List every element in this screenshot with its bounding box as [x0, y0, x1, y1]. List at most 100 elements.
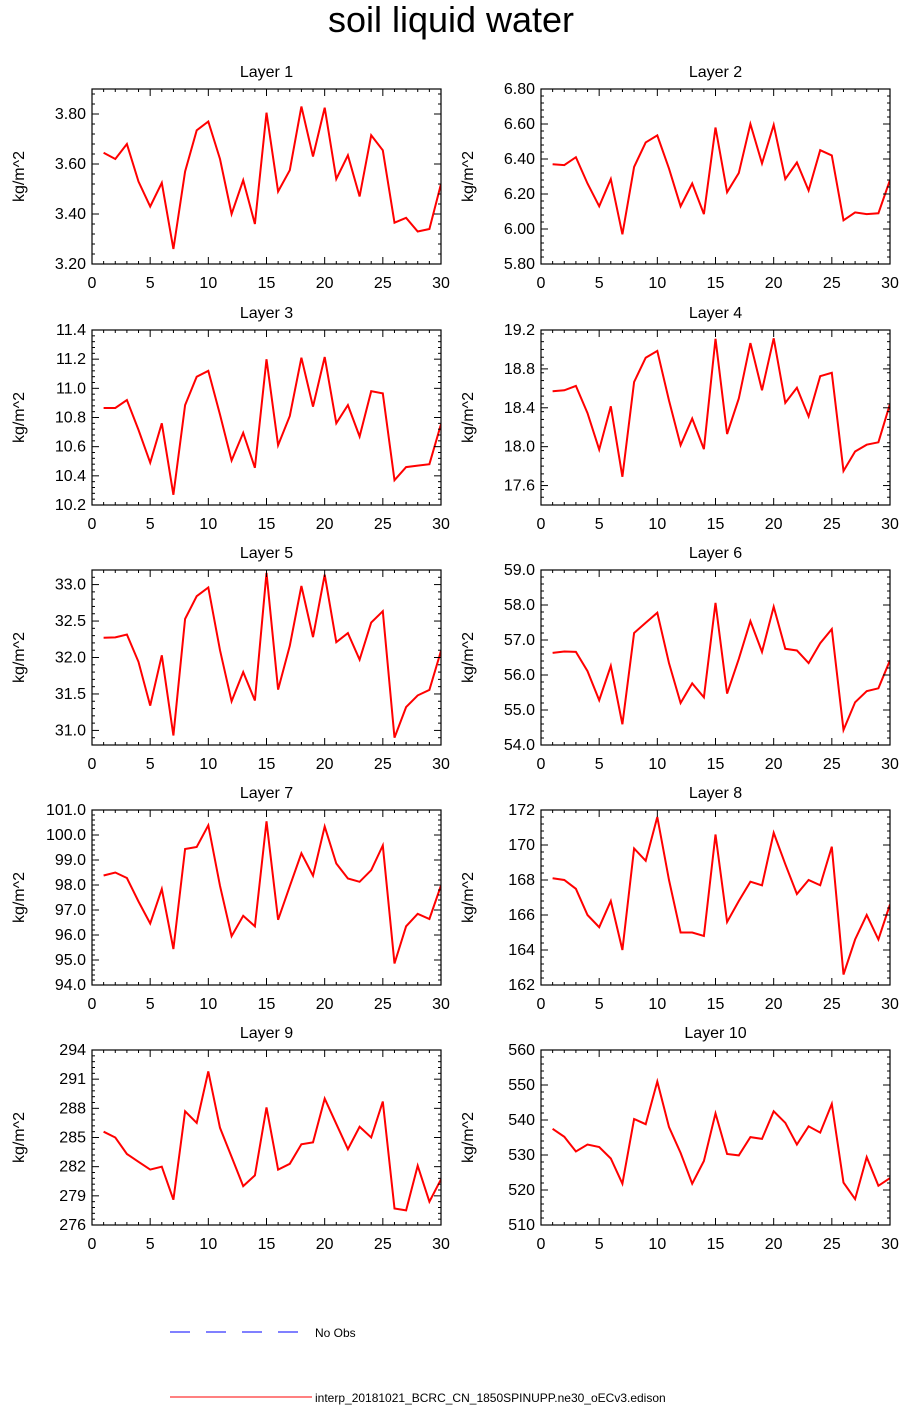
series-line: [552, 816, 890, 975]
x-tick-label: 5: [595, 275, 604, 292]
x-tick-label: 5: [146, 275, 155, 292]
y-tick-label: 11.4: [56, 322, 86, 339]
x-tick-label: 5: [146, 756, 155, 773]
x-tick-label: 5: [146, 516, 155, 533]
series-line: [552, 1077, 890, 1202]
x-tick-label: 30: [881, 516, 899, 533]
x-tick-label: 25: [374, 275, 392, 292]
y-tick-label: 54.0: [504, 737, 535, 754]
y-tick-label: 6.80: [504, 81, 535, 98]
y-axis-label: kg/m^2: [460, 151, 477, 202]
y-tick-label: 560: [508, 1042, 535, 1059]
y-tick-label: 510: [508, 1217, 535, 1234]
series-line: [103, 821, 441, 964]
y-tick-label: 276: [59, 1217, 86, 1234]
y-tick-label: 55.0: [504, 702, 535, 719]
y-axis-label: kg/m^2: [11, 1112, 28, 1163]
y-tick-label: 6.40: [504, 151, 535, 168]
y-axis-label: kg/m^2: [11, 872, 28, 923]
panel-title: Layer 9: [240, 1025, 293, 1042]
y-tick-label: 3.60: [55, 156, 86, 173]
x-tick-label: 25: [374, 1236, 392, 1253]
y-tick-label: 288: [59, 1100, 86, 1117]
x-tick-label: 15: [258, 275, 276, 292]
x-tick-label: 10: [199, 996, 217, 1013]
x-tick-label: 20: [765, 275, 783, 292]
x-tick-label: 0: [537, 275, 546, 292]
y-tick-label: 57.0: [504, 632, 535, 649]
series-line: [103, 356, 441, 495]
y-tick-label: 32.5: [55, 613, 86, 630]
x-tick-label: 25: [374, 996, 392, 1013]
x-tick-label: 15: [258, 516, 276, 533]
y-tick-label: 3.40: [55, 206, 86, 223]
y-tick-label: 31.0: [55, 722, 86, 739]
y-tick-label: 10.2: [55, 497, 86, 514]
x-tick-label: 10: [648, 996, 666, 1013]
y-tick-label: 294: [59, 1042, 86, 1059]
series-line: [552, 602, 890, 734]
x-tick-label: 20: [765, 1236, 783, 1253]
y-tick-label: 172: [508, 802, 535, 819]
x-tick-label: 10: [199, 275, 217, 292]
panel-layer-3: Layer 3 kg/m^2 0 5 10 15 20 25 30 10.2 10.4 10.6 10.…: [11, 305, 450, 533]
y-tick-label: 11.2: [56, 351, 86, 368]
x-tick-label: 0: [88, 275, 97, 292]
x-tick-label: 25: [374, 756, 392, 773]
panel-title: Layer 8: [689, 785, 742, 802]
x-tick-label: 10: [199, 1236, 217, 1253]
series-line: [552, 338, 890, 477]
x-tick-label: 30: [432, 516, 450, 533]
x-tick-label: 20: [765, 516, 783, 533]
y-axis-label: kg/m^2: [460, 872, 477, 923]
x-tick-label: 10: [648, 516, 666, 533]
y-axis-label: kg/m^2: [460, 1112, 477, 1163]
panel-title: Layer 10: [684, 1025, 746, 1042]
y-tick-label: 170: [508, 837, 535, 854]
panel-layer-4: Layer 4 kg/m^2 0 5 10 15 20 25 30 17.6 18.0 18.4 18.…: [460, 305, 899, 533]
x-tick-label: 15: [707, 516, 725, 533]
y-tick-label: 99.0: [55, 852, 86, 869]
x-tick-label: 20: [765, 756, 783, 773]
panel-title: Layer 4: [689, 305, 742, 322]
x-tick-label: 30: [881, 756, 899, 773]
x-tick-label: 30: [881, 1236, 899, 1253]
y-tick-label: 6.20: [504, 186, 535, 203]
x-tick-label: 30: [432, 1236, 450, 1253]
y-tick-label: 18.4: [504, 400, 535, 417]
panel-title: Layer 1: [240, 64, 293, 81]
panel-title: Layer 6: [689, 545, 742, 562]
x-tick-label: 5: [595, 516, 604, 533]
series-line: [103, 1071, 441, 1212]
series-line: [103, 572, 441, 739]
y-axis-label: kg/m^2: [460, 392, 477, 443]
x-tick-label: 30: [432, 756, 450, 773]
x-tick-label: 0: [88, 516, 97, 533]
y-tick-label: 96.0: [55, 927, 86, 944]
x-tick-label: 20: [316, 756, 334, 773]
page-title: soil liquid water: [327, 0, 575, 40]
y-tick-label: 6.60: [504, 116, 535, 133]
y-tick-label: 5.80: [504, 256, 535, 273]
series-line: [552, 120, 890, 235]
series-line: [103, 106, 441, 250]
x-tick-label: 0: [88, 1236, 97, 1253]
y-tick-label: 95.0: [55, 952, 86, 969]
x-tick-label: 25: [823, 996, 841, 1013]
panels: Layer 1kg/m^20 5 10 15 20 25 303.203.403.603.8…: [11, 64, 899, 1253]
plot-frame: [91, 329, 442, 506]
x-tick-label: 0: [537, 756, 546, 773]
y-tick-label: 100.0: [46, 827, 86, 844]
x-tick-label: 0: [88, 996, 97, 1013]
x-tick-label: 0: [537, 516, 546, 533]
y-tick-label: 520: [508, 1182, 535, 1199]
x-tick-label: 15: [258, 996, 276, 1013]
panel-layer-2: Layer 2 kg/m^2 0 5 10 15 20 25 30 5.80 6.00 6.20 6.4…: [460, 64, 899, 292]
y-tick-label: 162: [508, 977, 535, 994]
x-tick-label: 30: [432, 996, 450, 1013]
panel-title: Layer 5: [240, 545, 293, 562]
x-tick-label: 20: [316, 996, 334, 1013]
x-tick-label: 30: [432, 275, 450, 292]
x-tick-label: 5: [595, 756, 604, 773]
